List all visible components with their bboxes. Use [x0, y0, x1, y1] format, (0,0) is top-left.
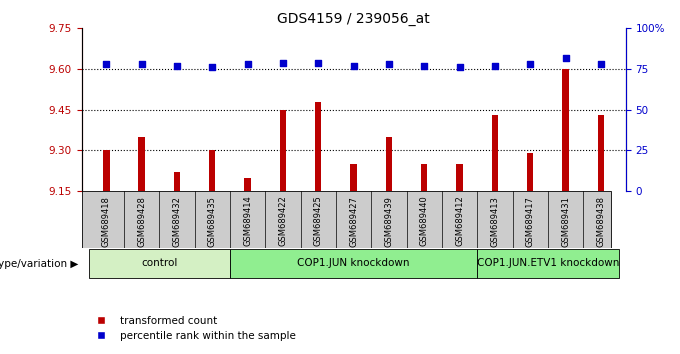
Title: GDS4159 / 239056_at: GDS4159 / 239056_at — [277, 12, 430, 26]
Point — [242, 61, 253, 67]
Bar — [492, 115, 498, 191]
Bar — [598, 115, 604, 191]
Text: GSM689431: GSM689431 — [561, 196, 570, 247]
Text: GSM689414: GSM689414 — [243, 196, 252, 246]
Point — [560, 55, 571, 61]
Point — [348, 63, 359, 69]
Text: GSM689438: GSM689438 — [596, 196, 605, 247]
Text: GSM689439: GSM689439 — [384, 196, 394, 247]
Legend: transformed count, percentile rank within the sample: transformed count, percentile rank withi… — [87, 312, 300, 345]
Bar — [386, 137, 392, 191]
Bar — [103, 150, 109, 191]
Text: GSM689432: GSM689432 — [173, 196, 182, 247]
Text: control: control — [141, 258, 177, 268]
Text: GSM689413: GSM689413 — [490, 196, 499, 247]
Text: COP1.JUN knockdown: COP1.JUN knockdown — [297, 258, 410, 268]
Text: GSM689417: GSM689417 — [526, 196, 534, 247]
Point — [136, 61, 147, 67]
Bar — [562, 69, 568, 191]
Point — [419, 63, 430, 69]
Text: GSM689425: GSM689425 — [313, 196, 323, 246]
Text: GSM689412: GSM689412 — [455, 196, 464, 246]
Bar — [230, 249, 477, 278]
Bar — [350, 164, 357, 191]
Text: GSM689440: GSM689440 — [420, 196, 429, 246]
Text: COP1.JUN.ETV1 knockdown: COP1.JUN.ETV1 knockdown — [477, 258, 619, 268]
Point — [277, 60, 288, 65]
Text: GSM689418: GSM689418 — [102, 196, 111, 247]
Bar — [209, 150, 216, 191]
Point — [490, 63, 500, 69]
Bar — [456, 164, 463, 191]
Point — [313, 60, 324, 65]
Bar — [279, 110, 286, 191]
Text: GSM689428: GSM689428 — [137, 196, 146, 247]
Bar — [421, 164, 428, 191]
Point — [525, 61, 536, 67]
Text: GSM689435: GSM689435 — [208, 196, 217, 247]
Point — [101, 61, 112, 67]
Bar — [88, 249, 230, 278]
Point — [596, 61, 607, 67]
Bar — [315, 102, 322, 191]
Bar — [527, 153, 533, 191]
Point — [384, 61, 394, 67]
Point — [454, 64, 465, 70]
Text: GSM689422: GSM689422 — [278, 196, 288, 246]
Text: GSM689427: GSM689427 — [349, 196, 358, 247]
Point — [171, 63, 182, 69]
Point — [207, 64, 218, 70]
Bar — [477, 249, 619, 278]
Bar — [174, 172, 180, 191]
Bar — [244, 178, 251, 191]
Text: genotype/variation ▶: genotype/variation ▶ — [0, 259, 78, 269]
Bar — [139, 137, 145, 191]
